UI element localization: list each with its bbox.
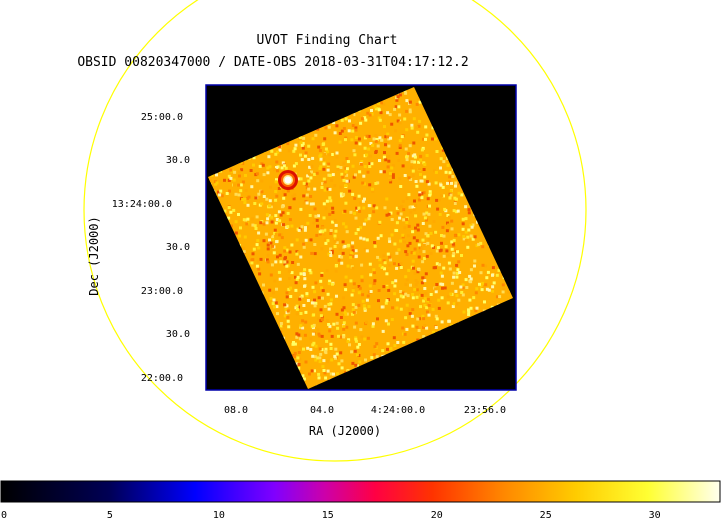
chart-subtitle: OBSID 00820347000 / DATE-OBS 2018-03-31T… bbox=[77, 55, 468, 70]
x-tick-label: 04.0 bbox=[310, 405, 334, 416]
x-tick-label: 23:56.0 bbox=[464, 405, 506, 416]
colorbar-ticks: 0 5 10 15 20 25 30 bbox=[1, 510, 661, 521]
colorbar-tick-label: 30 bbox=[649, 510, 661, 521]
chart-title: UVOT Finding Chart bbox=[257, 33, 398, 48]
y-tick-label: 30.0 bbox=[166, 329, 190, 340]
y-tick-label: 23:00.0 bbox=[141, 286, 183, 297]
x-tick-label: 4:24:00.0 bbox=[371, 405, 425, 416]
colorbar bbox=[0, 480, 721, 503]
y-tick-label: 30.0 bbox=[166, 155, 190, 166]
colorbar-tick-label: 15 bbox=[322, 510, 334, 521]
y-axis-label: Dec (J2000) bbox=[87, 216, 101, 295]
colorbar-tick-label: 5 bbox=[107, 510, 113, 521]
y-tick-label: 22:00.0 bbox=[141, 373, 183, 384]
source-marker bbox=[278, 170, 298, 190]
colorbar-tick-label: 20 bbox=[431, 510, 443, 521]
x-tick-label: 08.0 bbox=[224, 405, 248, 416]
x-axis-label: RA (J2000) bbox=[309, 424, 381, 438]
colorbar-tick-label: 10 bbox=[213, 510, 225, 521]
y-tick-label: 13:24:00.0 bbox=[112, 199, 172, 210]
y-tick-label: 25:00.0 bbox=[141, 112, 183, 123]
colorbar-tick-label: 25 bbox=[540, 510, 552, 521]
y-tick-label: 30.0 bbox=[166, 242, 190, 253]
colorbar-tick-label: 0 bbox=[1, 510, 7, 521]
extraction-circle bbox=[83, 0, 587, 462]
